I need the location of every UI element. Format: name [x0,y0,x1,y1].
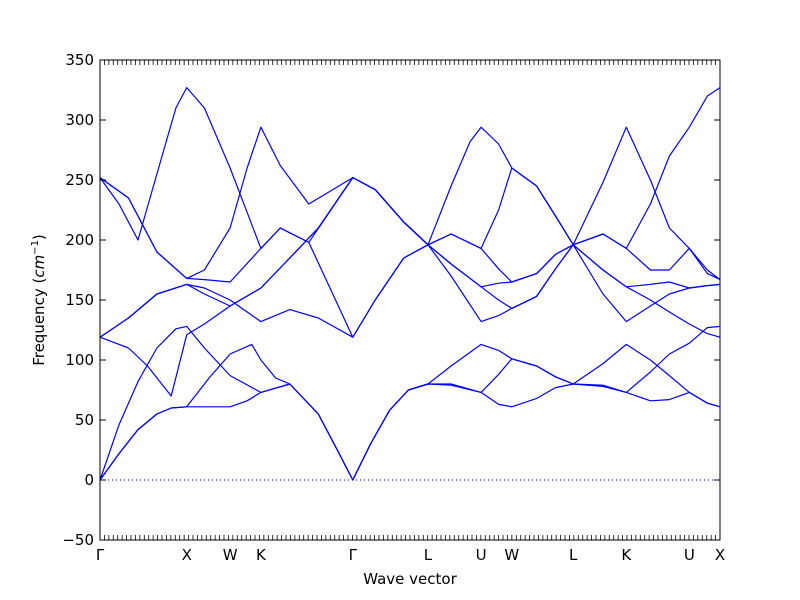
dispersion-branch-8 [99,126,721,281]
y-axis-title-unit: cm [30,255,48,278]
dispersion-branch-4 [99,244,721,338]
y-axis-title-exponent: −1 [30,240,41,255]
x-tick-label: L [424,546,433,564]
y-tick-label: 200 [65,231,94,249]
x-tick-label: X [715,546,725,564]
y-axis-title-suffix: ) [30,234,48,240]
y-axis-title-prefix: Frequency ( [30,278,48,366]
x-tick-label: Γ [96,546,105,564]
y-tick-label: 150 [65,291,94,309]
dispersion-branch-6 [99,177,721,397]
y-axis-title: Frequency (cm−1) [30,234,48,366]
y-tick-label: 250 [65,171,94,189]
y-tick-label: 300 [65,111,94,129]
y-tick-label: −50 [62,531,94,549]
plot-frame [99,59,721,541]
y-tick-label: 0 [84,471,94,489]
x-tick-label: K [621,546,632,564]
y-tick-label: 350 [65,51,94,69]
x-tick-label: L [569,546,578,564]
x-tick-label: X [182,546,192,564]
x-axis-title: Wave vector [363,570,457,588]
y-tick-label: 100 [65,351,94,369]
x-tick-label: U [476,546,487,564]
x-tick-label: W [223,546,238,564]
y-ticks-layer: −50 0 50 100 150 200 250 300 350 [62,51,720,549]
dispersion-branch-9 [99,87,721,249]
y-tick-label: 50 [75,411,94,429]
dispersion-branch-3 [99,325,721,481]
x-tick-label: U [684,546,695,564]
x-tick-label: Γ [349,546,358,564]
series-layer [99,87,721,481]
x-tick-label: W [504,546,519,564]
x-tick-label: K [256,546,267,564]
